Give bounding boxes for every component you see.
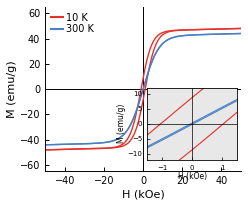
Y-axis label: M (emu/g): M (emu/g)	[7, 60, 17, 118]
Legend: 10 K, 300 K: 10 K, 300 K	[50, 12, 95, 35]
X-axis label: H (kOe): H (kOe)	[122, 189, 164, 199]
